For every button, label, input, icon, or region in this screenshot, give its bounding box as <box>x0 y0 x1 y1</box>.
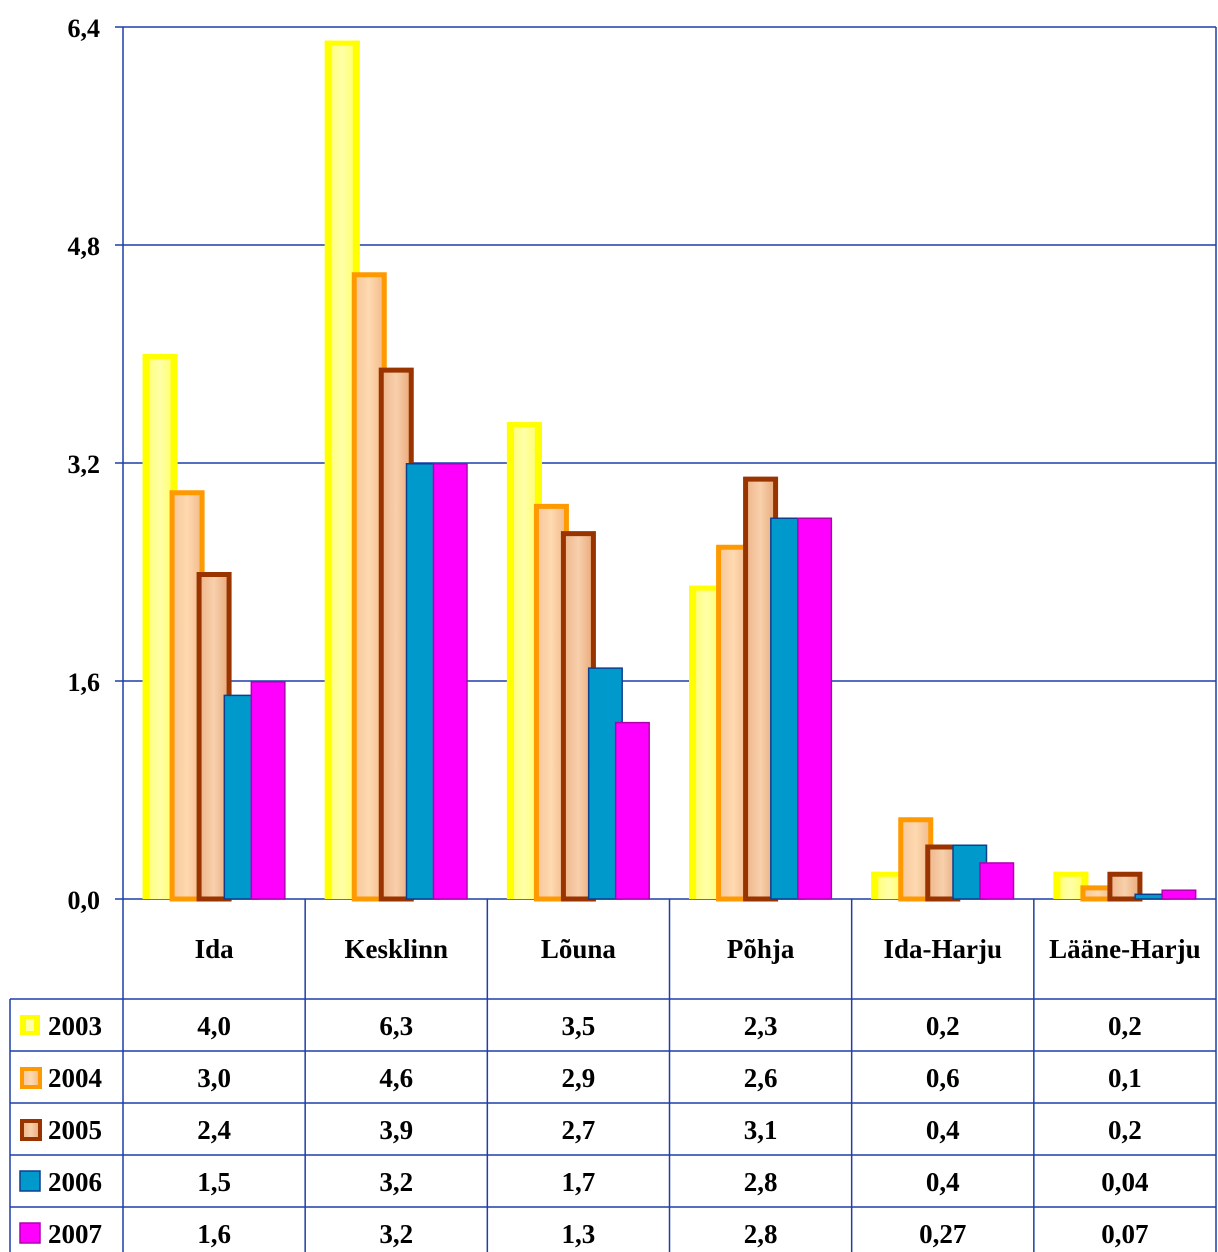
bar-2007-Ida-Harju <box>979 862 1015 900</box>
table-cell-value: 0,6 <box>926 1063 960 1093</box>
data-table: Ida Kesklinn Lõuna Põhja Ida-Harju Lääne-Harj… <box>9 899 1217 1252</box>
bar-edge <box>1053 871 1089 877</box>
table-cell-value: 2,4 <box>197 1115 231 1145</box>
table-cell-value: 0,2 <box>1108 1011 1142 1041</box>
category-label: Kesklinn <box>344 934 448 964</box>
table-cell-value: 0,4 <box>926 1167 960 1197</box>
category-label: Ida <box>195 934 235 964</box>
bars <box>142 40 1197 902</box>
table-cell-value: 2,8 <box>744 1219 778 1249</box>
table-cell-value: 0,27 <box>919 1219 966 1249</box>
table-cell-value: 3,5 <box>562 1011 596 1041</box>
bar-edge <box>324 40 360 46</box>
legend-key-2004 <box>20 1067 42 1089</box>
bar-2007-Kesklinn <box>432 463 468 900</box>
gridlines <box>115 26 1217 900</box>
table-cell-value: 6,3 <box>379 1011 413 1041</box>
bar-2007-Lääne-Harju <box>1161 889 1197 900</box>
y-axis-ticks: 0,0 1,6 3,2 4,8 6,4 <box>68 14 101 915</box>
table-cell-value: 0,4 <box>926 1115 960 1145</box>
bar-edge <box>506 422 542 428</box>
table-cell-value: 3,1 <box>744 1115 778 1145</box>
legend-label: 2007 <box>48 1219 102 1249</box>
bar-edge <box>689 585 725 591</box>
table-cell-value: 3,2 <box>379 1167 413 1197</box>
table-cell-value: 1,3 <box>562 1219 596 1249</box>
legend-key-2007 <box>19 1222 41 1244</box>
table-cell-value: 0,04 <box>1101 1167 1148 1197</box>
bar-2007-Lõuna <box>614 721 650 900</box>
legend-key-inner <box>26 1019 34 1031</box>
bar-2007-Põhja <box>797 517 833 900</box>
legend-label: 2004 <box>48 1063 102 1093</box>
table-cell-value: 2,9 <box>562 1063 596 1093</box>
bar-2007-Ida <box>250 681 286 900</box>
legend-label: 2006 <box>48 1167 102 1197</box>
bar-edge <box>324 40 332 899</box>
table-cell-value: 4,0 <box>197 1011 231 1041</box>
y-tick-label: 6,4 <box>68 14 101 43</box>
table-cell-value: 2,8 <box>744 1167 778 1197</box>
legend-label: 2005 <box>48 1115 102 1145</box>
y-tick-label: 0,0 <box>68 886 101 915</box>
category-label: Ida-Harju <box>883 934 1002 964</box>
table-cell-value: 2,7 <box>562 1115 596 1145</box>
category-label: Lääne-Harju <box>1049 934 1201 964</box>
y-tick-label: 3,2 <box>68 450 101 479</box>
table-cell-value: 3,0 <box>197 1063 231 1093</box>
bar-edge <box>506 422 514 899</box>
table-cell-value: 2,6 <box>744 1063 778 1093</box>
table-cell-value: 2,3 <box>744 1011 778 1041</box>
legend-key-2005 <box>20 1119 42 1141</box>
y-tick-label: 1,6 <box>68 668 101 697</box>
table-cell-value: 0,07 <box>1101 1219 1148 1249</box>
table-cell-value: 0,2 <box>926 1011 960 1041</box>
bar-edge <box>142 354 150 899</box>
table-cell-value: 3,2 <box>379 1219 413 1249</box>
table-cell-value: 0,1 <box>1108 1063 1142 1093</box>
table-cell-value: 1,6 <box>197 1219 231 1249</box>
table-cell-value: 0,2 <box>1108 1115 1142 1145</box>
table-cell-value: 4,6 <box>379 1063 413 1093</box>
category-label: Põhja <box>727 934 795 964</box>
legend-label: 2003 <box>48 1011 102 1041</box>
bar-edge <box>1053 871 1061 899</box>
category-label: Lõuna <box>541 934 617 964</box>
table-cell-value: 3,9 <box>379 1115 413 1145</box>
y-tick-label: 4,8 <box>68 232 101 261</box>
table-cell-value: 1,5 <box>197 1167 231 1197</box>
table-cell-value: 1,7 <box>562 1167 596 1197</box>
bar-edge <box>689 585 697 899</box>
legend-key-2006 <box>19 1170 41 1192</box>
bar-edge <box>871 871 907 877</box>
bar-edge <box>142 354 178 359</box>
bar-edge <box>871 871 879 899</box>
